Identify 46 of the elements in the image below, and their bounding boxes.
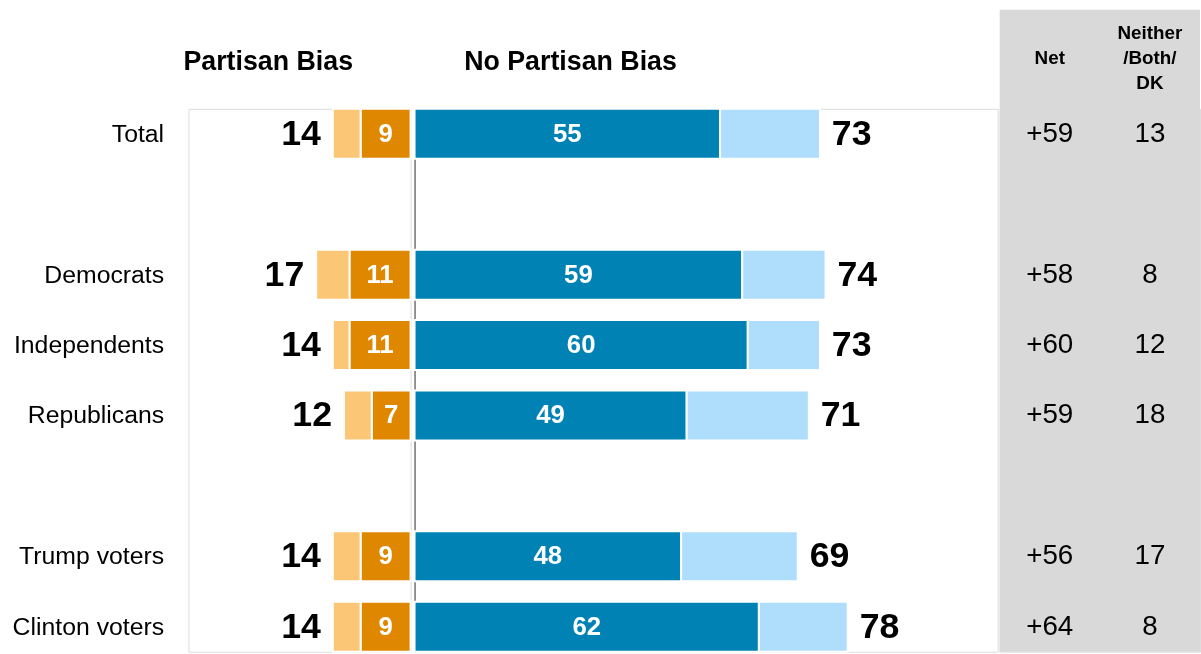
text: +60 — [1026, 328, 1074, 359]
data-label: 9 — [378, 118, 393, 147]
total-label: 14 — [281, 323, 322, 364]
chart-title: Partisan Bias — [183, 46, 354, 77]
text: +58 — [1026, 257, 1074, 289]
total-label: 14 — [281, 535, 322, 576]
data-label: 48 — [533, 541, 563, 570]
total-label: 14 — [281, 605, 322, 646]
y-tick-label: Independents — [13, 331, 165, 358]
text: +64 — [1026, 609, 1074, 641]
text: 17 — [1134, 539, 1166, 571]
text: 12 — [1134, 328, 1166, 359]
total-label: 12 — [292, 394, 333, 435]
text: 13 — [1134, 116, 1166, 148]
text: +59 — [1026, 398, 1074, 430]
text: 8 — [1142, 609, 1158, 641]
data-label: 60 — [566, 330, 596, 358]
data-label: 7 — [383, 400, 399, 429]
y-tick-label: Clinton voters — [12, 612, 165, 640]
text: +56 — [1026, 539, 1074, 571]
total-label: 74 — [837, 253, 878, 294]
data-label: 9 — [378, 541, 393, 570]
y-tick-label: Democrats — [44, 260, 165, 288]
total-label: 73 — [831, 112, 872, 153]
data-label: 11 — [366, 259, 394, 288]
y-tick-label: Total — [111, 119, 165, 147]
chart-title: No Partisan Bias — [464, 46, 677, 77]
text: Neither /Both/ DK — [1117, 22, 1184, 93]
data-label: 62 — [572, 611, 602, 640]
data-label: 49 — [536, 400, 565, 429]
total-label: 78 — [859, 605, 900, 646]
total-label: 69 — [809, 535, 850, 576]
text: 8 — [1142, 257, 1158, 289]
total-label: 71 — [820, 394, 861, 435]
total-label: 73 — [831, 323, 872, 364]
text: 18 — [1134, 398, 1166, 430]
data-label: 11 — [366, 330, 394, 358]
text: Net — [1034, 47, 1066, 69]
data-label: 55 — [552, 118, 582, 147]
total-label: 17 — [264, 253, 305, 294]
y-tick-label: Republicans — [27, 401, 165, 429]
y-tick-label: Trump voters — [19, 542, 165, 570]
data-label: 9 — [378, 611, 393, 640]
total-label: 14 — [281, 112, 322, 153]
data-label: 59 — [564, 259, 593, 288]
text: +59 — [1026, 116, 1074, 148]
